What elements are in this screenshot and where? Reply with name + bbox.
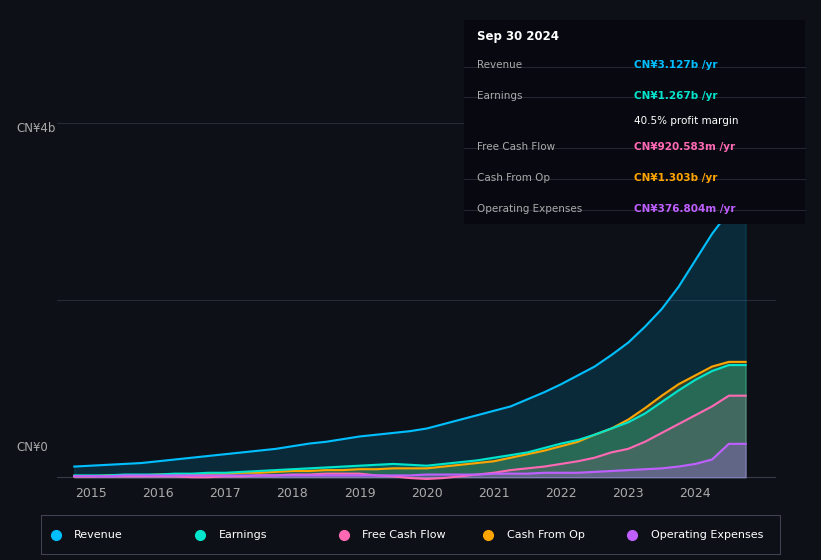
Text: Cash From Op: Cash From Op xyxy=(478,173,551,183)
Text: Sep 30 2024: Sep 30 2024 xyxy=(478,30,559,43)
Text: Earnings: Earnings xyxy=(218,530,267,540)
Text: Earnings: Earnings xyxy=(478,91,523,101)
Text: Free Cash Flow: Free Cash Flow xyxy=(478,142,556,152)
Text: Operating Expenses: Operating Expenses xyxy=(651,530,763,540)
Text: Revenue: Revenue xyxy=(478,60,523,71)
Text: CN¥4b: CN¥4b xyxy=(16,122,56,134)
Text: Cash From Op: Cash From Op xyxy=(507,530,585,540)
Text: CN¥920.583m /yr: CN¥920.583m /yr xyxy=(635,142,736,152)
Text: Revenue: Revenue xyxy=(75,530,123,540)
Text: CN¥0: CN¥0 xyxy=(16,441,48,454)
Text: CN¥1.267b /yr: CN¥1.267b /yr xyxy=(635,91,718,101)
Text: CN¥376.804m /yr: CN¥376.804m /yr xyxy=(635,204,736,213)
Text: 40.5% profit margin: 40.5% profit margin xyxy=(635,116,739,125)
Text: Operating Expenses: Operating Expenses xyxy=(478,204,583,213)
Text: Free Cash Flow: Free Cash Flow xyxy=(363,530,446,540)
Text: CN¥1.303b /yr: CN¥1.303b /yr xyxy=(635,173,718,183)
Text: CN¥3.127b /yr: CN¥3.127b /yr xyxy=(635,60,718,71)
